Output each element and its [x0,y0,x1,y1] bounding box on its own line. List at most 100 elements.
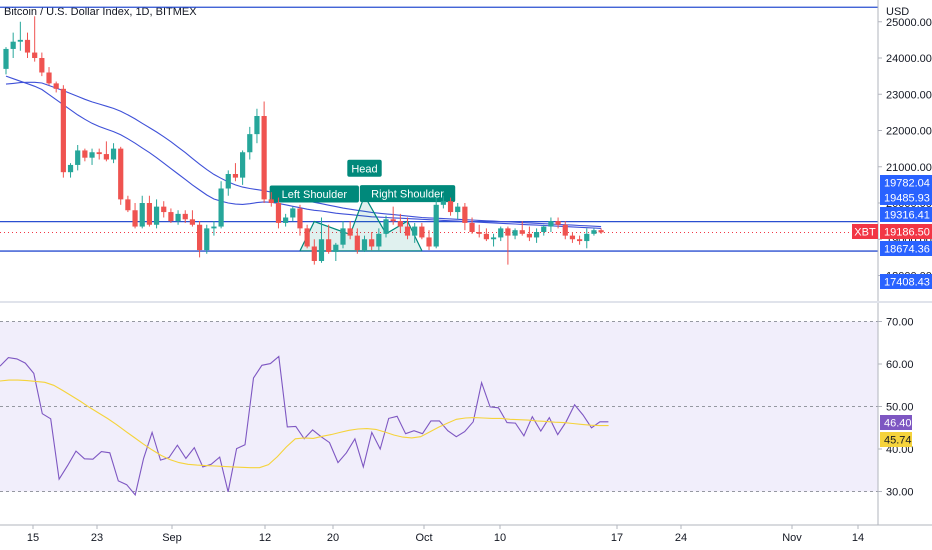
candle[interactable] [562,221,568,240]
candle[interactable] [182,210,188,223]
candle[interactable] [189,210,196,227]
candle[interactable] [139,195,145,229]
candle[interactable] [483,228,489,242]
candle-body [569,235,576,240]
candle[interactable] [397,213,403,232]
candle[interactable] [225,170,231,196]
candle[interactable] [419,222,425,240]
candle[interactable] [153,199,160,229]
candle[interactable] [204,224,210,254]
candle[interactable] [318,217,325,263]
candle-body [161,206,167,213]
candle-body [189,219,196,225]
candle[interactable] [490,233,497,247]
time-tick-label: 15 [27,532,39,544]
candle[interactable] [60,85,66,178]
candle[interactable] [96,148,102,160]
candle[interactable] [17,21,23,51]
candle[interactable] [333,242,339,261]
candle-body [283,217,289,223]
candle[interactable] [89,148,95,165]
candle[interactable] [146,195,152,227]
candle[interactable] [598,228,604,234]
candle[interactable] [412,222,418,243]
candle[interactable] [505,226,511,265]
candle[interactable] [3,47,9,75]
candle[interactable] [533,228,540,243]
candle[interactable] [10,32,16,58]
candle[interactable] [268,192,274,207]
candle-body [498,228,504,238]
candle-body [196,224,203,251]
candle[interactable] [46,67,52,86]
price-tag: 17408.43 [880,274,932,289]
candle[interactable] [283,213,289,227]
candle[interactable] [254,108,260,144]
candle[interactable] [240,150,246,185]
candle[interactable] [247,126,253,160]
candle[interactable] [347,221,353,240]
candle[interactable] [404,217,411,240]
candle[interactable] [584,228,590,249]
candle[interactable] [526,226,533,242]
candle[interactable] [354,228,360,254]
candle[interactable] [577,235,583,245]
candle[interactable] [118,146,124,205]
candle[interactable] [447,197,454,216]
candle[interactable] [132,203,138,229]
price-tick-label: 25000.00 [886,17,932,29]
candle[interactable] [376,228,382,251]
candle[interactable] [53,81,59,93]
candle[interactable] [161,201,167,218]
candle[interactable] [218,181,224,229]
candle[interactable] [541,224,547,236]
candle[interactable] [519,221,525,236]
candle[interactable] [498,226,504,242]
candle[interactable] [196,221,203,258]
candle[interactable] [340,221,346,249]
candle[interactable] [297,204,303,236]
candle[interactable] [383,215,389,238]
candle[interactable] [591,228,597,236]
candle[interactable] [569,232,576,243]
candle[interactable] [232,163,239,182]
candle[interactable] [175,210,181,225]
candle[interactable] [39,52,45,77]
candle[interactable] [75,145,81,171]
candle[interactable] [168,208,174,223]
candle[interactable] [433,197,439,249]
candle[interactable] [440,195,446,209]
candle-body [275,203,282,223]
candle[interactable] [361,235,368,252]
candle-body [132,210,138,227]
candle[interactable] [32,16,38,62]
candle[interactable] [426,230,432,251]
candle[interactable] [548,217,554,233]
candle[interactable] [326,224,332,254]
candle[interactable] [290,206,296,222]
candle[interactable] [462,203,468,231]
candle[interactable] [369,232,375,251]
candle[interactable] [211,221,217,236]
candle[interactable] [103,141,109,162]
candle[interactable] [67,163,74,178]
candle[interactable] [110,143,117,164]
candle[interactable] [476,224,482,238]
candle[interactable] [469,217,475,234]
candle[interactable] [275,197,282,229]
candle[interactable] [304,224,310,249]
candle[interactable] [512,228,518,240]
pattern-label-text: Left Shoulder [282,189,348,201]
candle[interactable] [455,203,461,220]
candle[interactable] [555,217,561,229]
candle[interactable] [24,32,31,58]
rsi-tick-label: 50.00 [886,402,914,414]
candle[interactable] [390,206,396,225]
pattern-label-text: Head [351,163,377,175]
candle[interactable] [125,195,131,213]
candle[interactable] [311,239,317,265]
candle[interactable] [261,101,267,204]
candles[interactable] [3,16,604,265]
candle[interactable] [82,148,88,162]
